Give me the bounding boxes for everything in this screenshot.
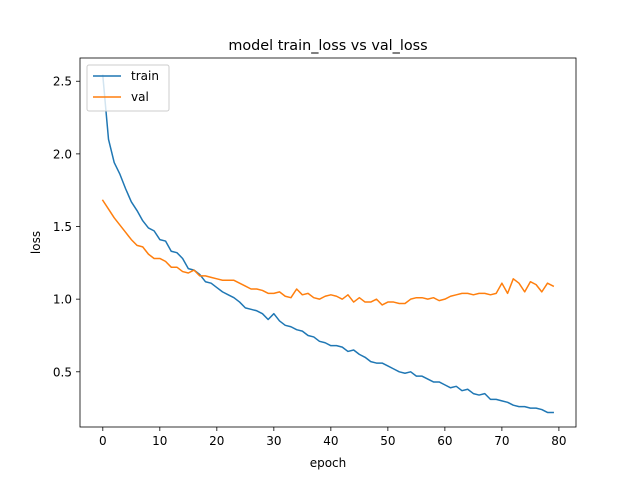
y-axis-label: loss [29, 231, 43, 254]
x-tick-label: 60 [437, 434, 452, 448]
y-tick-label: 1.0 [53, 293, 72, 307]
legend-label-train: train [131, 69, 159, 83]
x-tick-label: 50 [380, 434, 395, 448]
plot-frame [79, 57, 577, 428]
series-line-train [101, 74, 554, 414]
x-tick-label: 10 [152, 434, 167, 448]
y-axis-ticks: 0.5 1.0 1.5 2.0 2.5 [53, 75, 80, 379]
x-tick-label: 20 [209, 434, 224, 448]
x-tick-label: 70 [494, 434, 509, 448]
legend-label-val: val [131, 90, 149, 104]
y-tick-label: 0.5 [53, 365, 72, 379]
chart-title: model train_loss vs val_loss [228, 38, 427, 54]
x-tick-label: 80 [551, 434, 566, 448]
legend: train val [86, 64, 170, 112]
series-lines [101, 74, 555, 414]
series-line-val [101, 199, 555, 306]
x-axis-ticks: 0 10 20 30 40 50 60 70 80 [99, 427, 567, 448]
y-tick-label: 2.0 [53, 147, 72, 161]
y-tick-label: 1.5 [53, 220, 72, 234]
y-tick-label: 2.5 [53, 75, 72, 89]
x-tick-label: 40 [323, 434, 338, 448]
x-axis-label: epoch [310, 456, 347, 470]
x-tick-label: 30 [266, 434, 281, 448]
x-tick-label: 0 [99, 434, 107, 448]
